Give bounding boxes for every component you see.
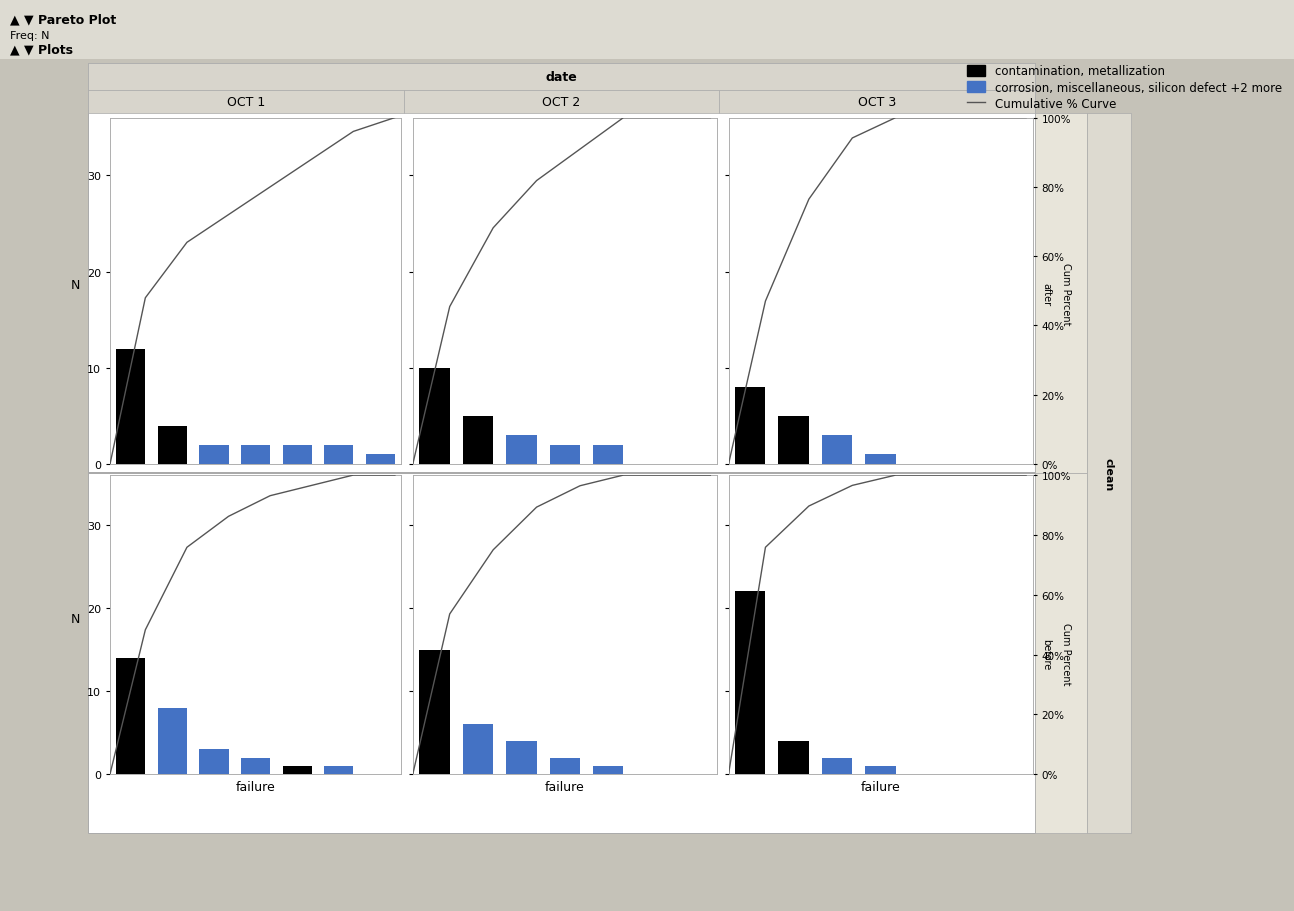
- Bar: [1035, 114, 1087, 474]
- Bar: [88, 64, 1035, 91]
- Y-axis label: N: N: [71, 612, 80, 625]
- Bar: [822, 435, 853, 465]
- Y-axis label: N: N: [71, 279, 80, 292]
- Bar: [241, 758, 270, 774]
- Text: OCT 3: OCT 3: [858, 96, 897, 109]
- Bar: [158, 708, 186, 774]
- Bar: [1035, 474, 1087, 834]
- Text: Freq: N: Freq: N: [10, 32, 50, 41]
- Bar: [88, 64, 1035, 834]
- Bar: [593, 766, 624, 774]
- Bar: [719, 91, 1035, 114]
- Bar: [419, 368, 450, 465]
- Text: before: before: [1042, 638, 1052, 670]
- Legend: contamination, metallization, corrosion, miscellaneous, silicon defect +2 more, : contamination, metallization, corrosion,…: [968, 65, 1281, 111]
- Bar: [550, 445, 580, 465]
- Bar: [404, 91, 719, 114]
- Bar: [282, 766, 312, 774]
- Bar: [366, 455, 395, 465]
- Text: clean: clean: [1104, 457, 1114, 490]
- Bar: [199, 750, 229, 774]
- Bar: [325, 766, 353, 774]
- Bar: [116, 349, 145, 465]
- Bar: [1087, 114, 1131, 834]
- Text: Cum Percent: Cum Percent: [1061, 622, 1071, 685]
- Bar: [463, 416, 493, 465]
- Bar: [282, 445, 312, 465]
- Bar: [866, 455, 895, 465]
- Bar: [550, 758, 580, 774]
- Bar: [325, 445, 353, 465]
- Bar: [735, 592, 766, 774]
- Text: OCT 2: OCT 2: [542, 96, 581, 109]
- Bar: [419, 650, 450, 774]
- Text: date: date: [546, 71, 577, 84]
- Bar: [779, 416, 809, 465]
- Bar: [88, 91, 404, 114]
- Text: OCT 1: OCT 1: [226, 96, 265, 109]
- X-axis label: failure: failure: [861, 780, 901, 793]
- Bar: [822, 758, 853, 774]
- Bar: [116, 658, 145, 774]
- Bar: [506, 435, 537, 465]
- Text: ▲ ▼ Pareto Plot: ▲ ▼ Pareto Plot: [10, 14, 116, 26]
- Bar: [241, 445, 270, 465]
- Bar: [463, 724, 493, 774]
- Bar: [735, 388, 766, 465]
- Bar: [593, 445, 624, 465]
- Bar: [0, 0, 1294, 40]
- Text: ▲ ▼ Plots: ▲ ▼ Plots: [10, 44, 74, 56]
- Bar: [88, 473, 1035, 475]
- Bar: [506, 742, 537, 774]
- Bar: [199, 445, 229, 465]
- X-axis label: failure: failure: [236, 780, 276, 793]
- Bar: [0, 40, 1294, 60]
- X-axis label: failure: failure: [545, 780, 585, 793]
- Bar: [866, 766, 895, 774]
- Bar: [779, 742, 809, 774]
- Bar: [158, 426, 186, 465]
- Text: after: after: [1042, 282, 1052, 305]
- Text: Cum Percent: Cum Percent: [1061, 262, 1071, 325]
